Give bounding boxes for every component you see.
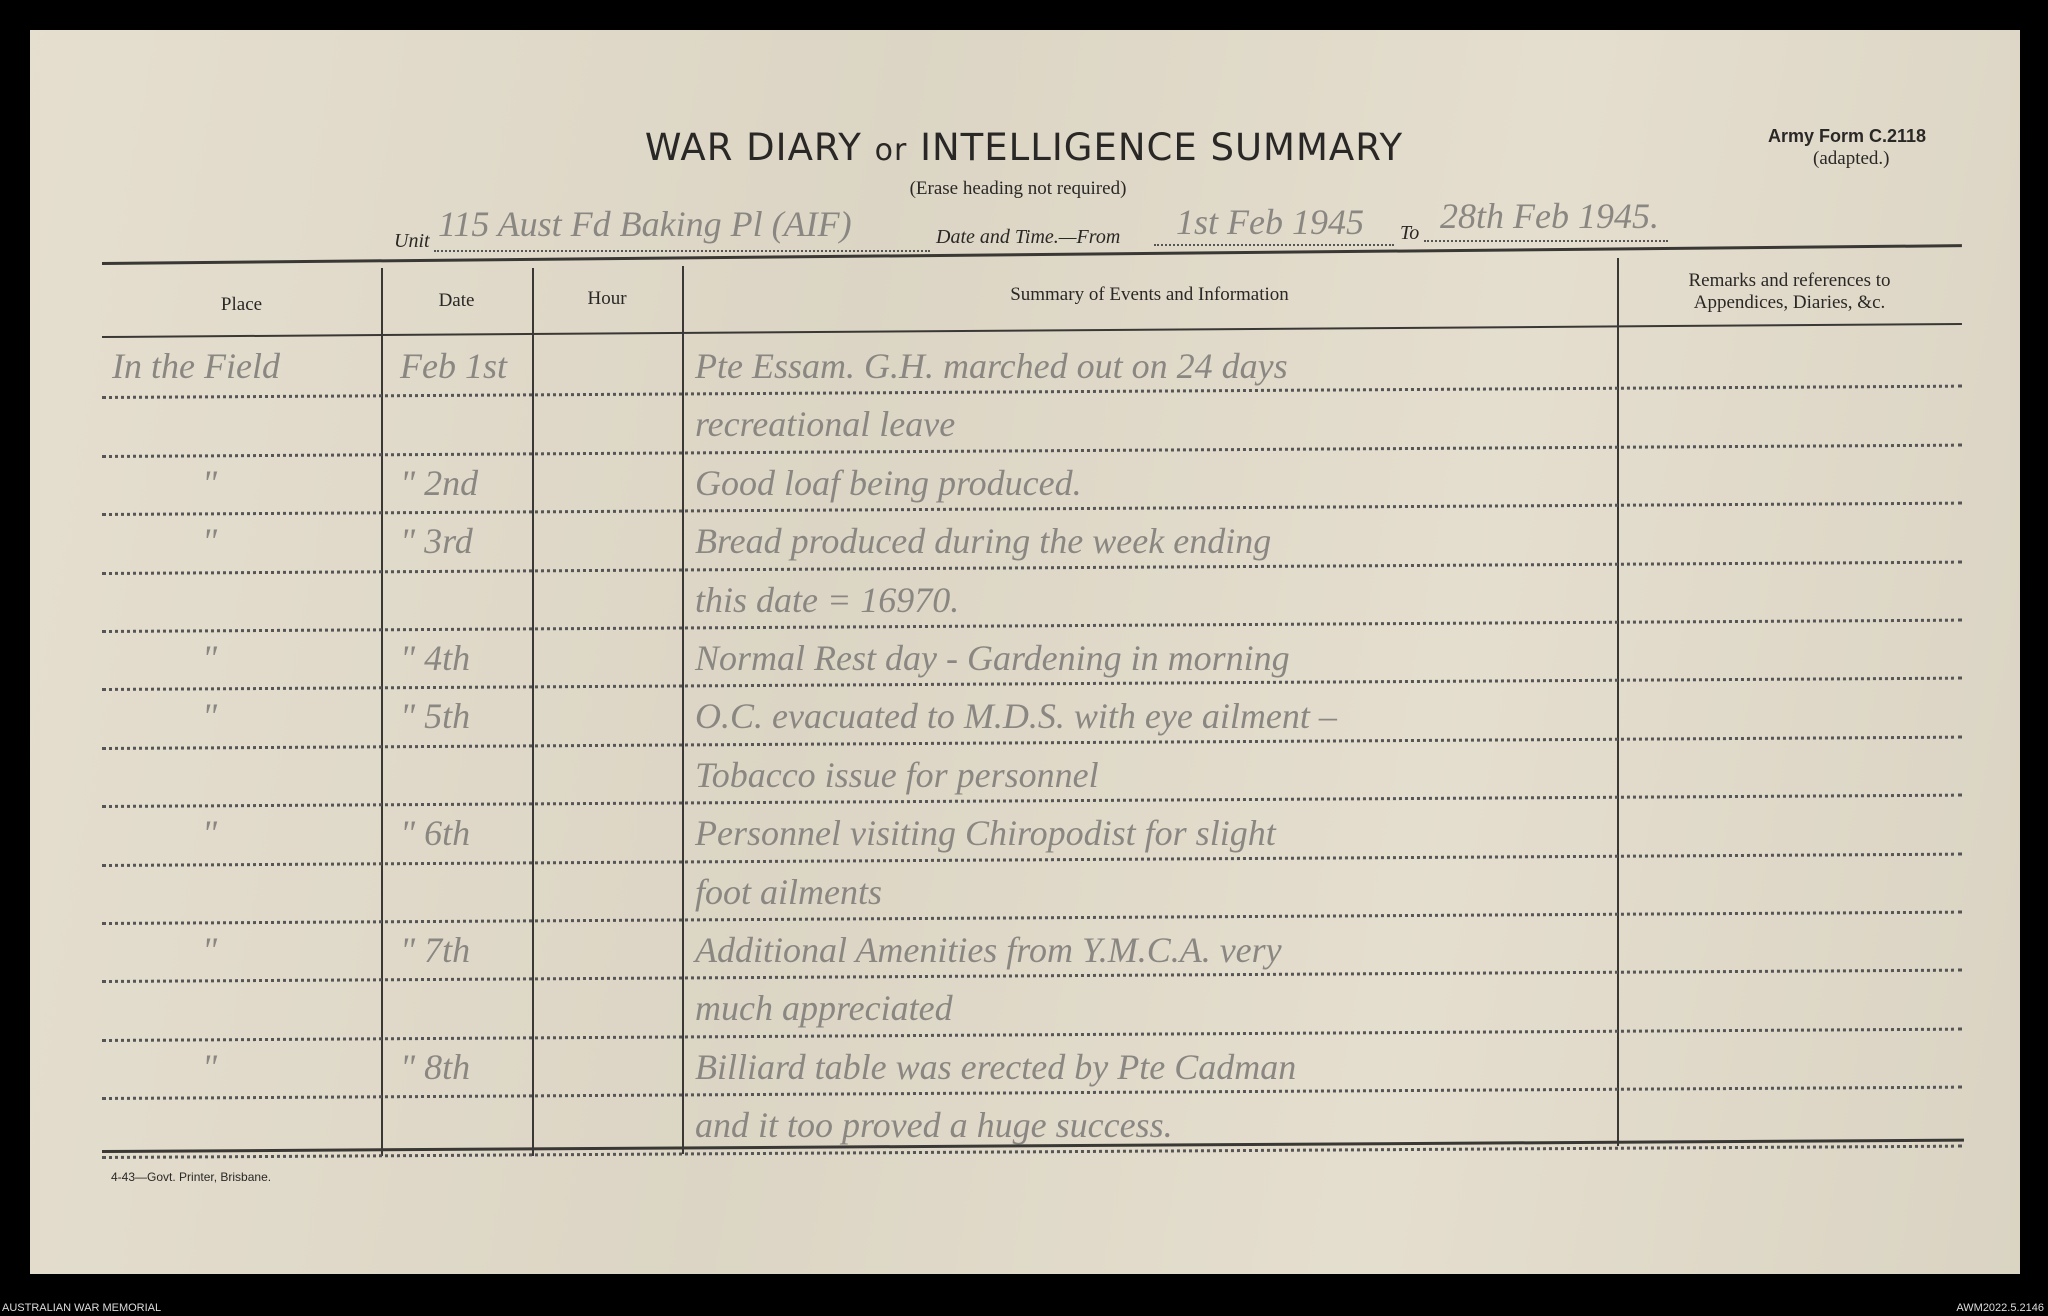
place-cell: " bbox=[202, 463, 218, 503]
diary-page bbox=[30, 30, 2020, 1274]
summary-cell: Good loaf being produced. bbox=[695, 463, 1082, 503]
summary-cell: Personnel visiting Chiropodist for sligh… bbox=[695, 813, 1276, 853]
date-cell: " 7th bbox=[400, 930, 471, 970]
place-cell: In the Field bbox=[112, 346, 280, 386]
date-from-label: Date and Time.—From bbox=[936, 226, 1121, 248]
header-remarks: Remarks and references to Appendices, Di… bbox=[1617, 270, 1962, 314]
header-place: Place bbox=[220, 294, 263, 315]
header-summary: Summary of Events and Information bbox=[1010, 284, 1289, 305]
header-hour: Hour bbox=[587, 288, 627, 309]
date-cell: " 2nd bbox=[400, 463, 479, 503]
column-divider bbox=[381, 268, 383, 1156]
summary-cell: Bread produced during the week ending bbox=[695, 521, 1272, 561]
date-from-line bbox=[1154, 244, 1394, 246]
summary-cell: Additional Amenities from Y.M.C.A. very bbox=[695, 930, 1282, 970]
summary-cell: this date = 16970. bbox=[695, 580, 960, 620]
title-war-diary: WAR DIARY bbox=[644, 126, 862, 169]
summary-cell: Billiard table was erected by Pte Cadman bbox=[695, 1047, 1297, 1087]
summary-cell: much appreciated bbox=[695, 988, 953, 1028]
title-or: or bbox=[874, 133, 908, 168]
header-remarks-line1: Remarks and references to bbox=[1688, 270, 1891, 291]
column-divider bbox=[532, 268, 534, 1156]
printer-imprint: 4-43—Govt. Printer, Brisbane. bbox=[111, 1170, 272, 1184]
header-date: Date bbox=[438, 290, 475, 311]
date-cell: " 4th bbox=[400, 638, 471, 678]
summary-cell: recreational leave bbox=[695, 404, 956, 444]
date-from-value: 1st Feb 1945 bbox=[1176, 202, 1364, 242]
form-title: WAR DIARY or INTELLIGENCE SUMMARY bbox=[0, 126, 2048, 169]
column-divider bbox=[682, 266, 684, 1154]
place-cell: " bbox=[202, 638, 218, 678]
date-cell: " 5th bbox=[400, 696, 471, 736]
erase-note: (Erase heading not required) bbox=[909, 178, 1127, 199]
unit-value: 115 Aust Fd Baking Pl (AIF) bbox=[438, 204, 852, 244]
summary-cell: Pte Essam. G.H. marched out on 24 days bbox=[695, 346, 1288, 386]
summary-cell: foot ailments bbox=[695, 872, 882, 912]
place-cell: " bbox=[202, 813, 218, 853]
summary-cell: Normal Rest day - Gardening in morning bbox=[695, 638, 1290, 678]
place-cell: " bbox=[202, 696, 218, 736]
date-cell: Feb 1st bbox=[400, 346, 507, 386]
adapted-note: (adapted.) bbox=[1813, 148, 1890, 169]
place-cell: " bbox=[202, 521, 218, 561]
army-form-number: Army Form C.2118 bbox=[1768, 126, 1927, 146]
date-cell: " 3rd bbox=[400, 521, 473, 561]
column-divider bbox=[1617, 258, 1619, 1146]
date-to-line bbox=[1424, 240, 1668, 242]
date-to-value: 28th Feb 1945. bbox=[1440, 196, 1659, 236]
header-remarks-line2: Appendices, Diaries, &c. bbox=[1693, 292, 1886, 313]
place-cell: " bbox=[202, 1047, 218, 1087]
archive-caption: AUSTRALIAN WAR MEMORIAL bbox=[2, 1302, 162, 1314]
summary-cell: and it too proved a huge success. bbox=[695, 1105, 1173, 1145]
summary-cell: Tobacco issue for personnel bbox=[695, 755, 1099, 795]
unit-field-line bbox=[434, 250, 930, 252]
place-cell: " bbox=[202, 930, 218, 970]
summary-cell: O.C. evacuated to M.D.S. with eye ailmen… bbox=[695, 696, 1337, 736]
date-to-label: To bbox=[1400, 222, 1420, 244]
date-cell: " 6th bbox=[400, 813, 471, 853]
archive-reference: AWM2022.5.2146 bbox=[1956, 1302, 2044, 1314]
date-cell: " 8th bbox=[400, 1047, 471, 1087]
title-intelligence-summary: INTELLIGENCE SUMMARY bbox=[920, 126, 1404, 169]
unit-label: Unit bbox=[394, 230, 430, 252]
